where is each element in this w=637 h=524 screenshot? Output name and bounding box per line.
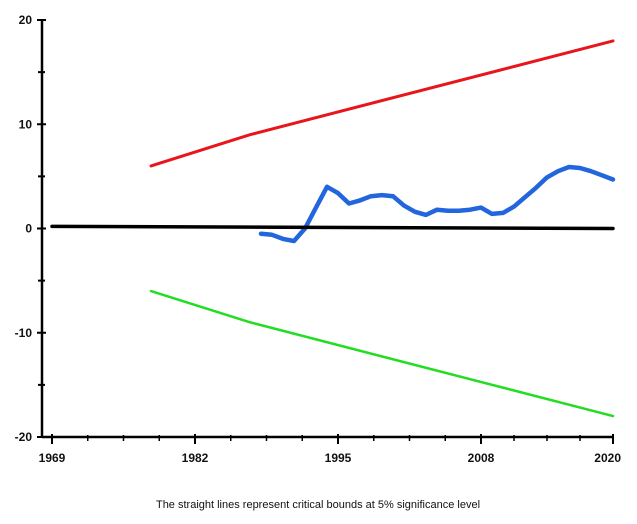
y-tick-label: 0 (25, 222, 32, 236)
y-tick-label: -20 (15, 430, 33, 444)
y-tick-label: -10 (15, 326, 33, 340)
series-layer (50, 39, 616, 418)
y-tick-label: 20 (19, 13, 33, 27)
lower-bound-line (149, 289, 615, 418)
x-tick-label: 1969 (39, 451, 66, 465)
zero-line-line (50, 224, 615, 231)
x-tick-label: 2008 (468, 451, 495, 465)
cusum-line (258, 164, 616, 244)
x-tick-label: 1982 (182, 451, 209, 465)
upper-bound-line (149, 39, 615, 168)
chart-caption: The straight lines represent critical bo… (156, 499, 480, 511)
tick-labels: -20 -10 0 10 20 1969 1982 1995 2008 2020 (15, 13, 622, 465)
x-tick-label: 2020 (594, 451, 621, 465)
y-tick-label: 10 (19, 117, 33, 131)
axes (37, 19, 614, 444)
x-tick-label: 1995 (325, 451, 352, 465)
